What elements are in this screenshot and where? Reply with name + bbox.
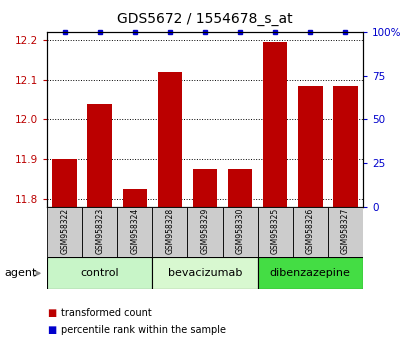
Bar [117, 207, 152, 257]
Text: ■: ■ [47, 308, 56, 318]
Text: GSM958324: GSM958324 [130, 208, 139, 254]
Bar [262, 42, 287, 207]
Bar [292, 207, 327, 257]
Bar [227, 169, 252, 207]
Bar [52, 159, 77, 207]
Bar [257, 257, 362, 289]
Text: agent: agent [4, 268, 36, 278]
Text: control: control [80, 268, 119, 278]
Bar [152, 207, 187, 257]
Text: GSM958322: GSM958322 [60, 208, 69, 254]
Text: GSM958323: GSM958323 [95, 208, 104, 254]
Bar [47, 257, 152, 289]
Text: GSM958327: GSM958327 [340, 208, 349, 254]
Bar [152, 257, 257, 289]
Text: GDS5672 / 1554678_s_at: GDS5672 / 1554678_s_at [117, 12, 292, 27]
Bar [297, 86, 322, 207]
Bar [257, 207, 292, 257]
Text: GSM958326: GSM958326 [305, 208, 314, 254]
Text: GSM958329: GSM958329 [200, 208, 209, 254]
Bar [87, 104, 112, 207]
Text: bevacizumab: bevacizumab [167, 268, 242, 278]
Bar [192, 169, 217, 207]
Bar [82, 207, 117, 257]
Text: GSM958330: GSM958330 [235, 208, 244, 254]
Text: dibenzazepine: dibenzazepine [269, 268, 350, 278]
Bar [47, 207, 82, 257]
Text: GSM958328: GSM958328 [165, 208, 174, 254]
Text: ■: ■ [47, 325, 56, 335]
Text: transformed count: transformed count [61, 308, 151, 318]
Bar [187, 207, 222, 257]
Bar [157, 72, 182, 207]
Bar [222, 207, 257, 257]
Text: GSM958325: GSM958325 [270, 208, 279, 254]
Bar [122, 189, 147, 207]
Bar [332, 86, 357, 207]
Bar [327, 207, 362, 257]
Text: percentile rank within the sample: percentile rank within the sample [61, 325, 225, 335]
